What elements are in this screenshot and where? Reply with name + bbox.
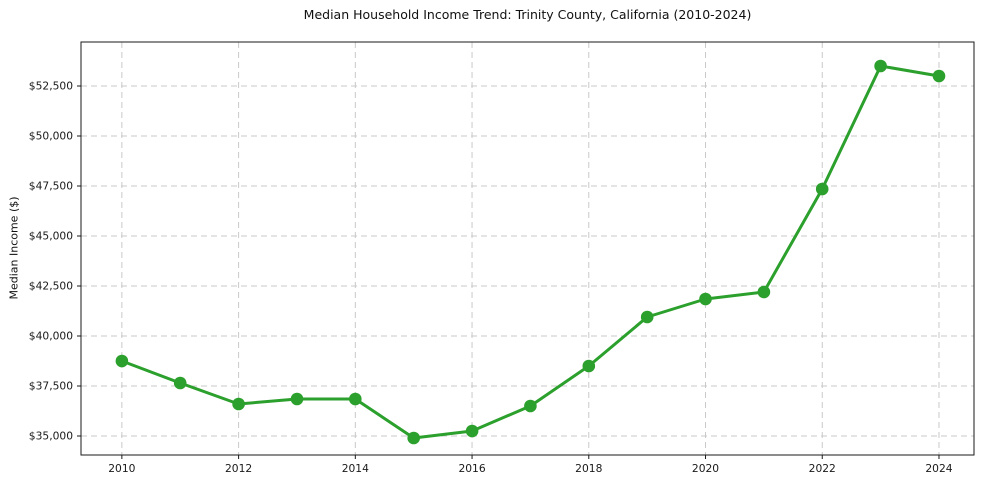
data-point-marker [173, 376, 187, 390]
x-tick-label: 2014 [342, 462, 369, 475]
x-tick-label: 2024 [925, 462, 952, 475]
x-tick-label: 2022 [809, 462, 836, 475]
x-tick-label: 2016 [458, 462, 485, 475]
data-point-marker [465, 424, 479, 438]
data-point-marker [232, 397, 245, 411]
data-point-marker [932, 69, 946, 83]
y-tick-label: $40,000 [29, 330, 73, 343]
data-point-marker [815, 182, 829, 196]
data-point-marker [407, 431, 421, 445]
data-point-marker [524, 399, 537, 413]
y-tick-label: $37,500 [29, 380, 73, 393]
y-tick-label: $45,000 [29, 230, 73, 243]
data-point-marker [290, 392, 304, 406]
x-tick-label: 2018 [575, 462, 602, 475]
data-point-marker [757, 285, 771, 299]
y-tick-label: $50,000 [29, 130, 73, 143]
data-point-marker [874, 59, 887, 73]
data-point-marker [699, 292, 712, 306]
data-point-marker [349, 392, 362, 406]
plot-border [80, 41, 975, 456]
x-tick-label: 2020 [692, 462, 719, 475]
y-tick-label: $35,000 [29, 430, 73, 443]
y-tick-label: $42,500 [29, 280, 73, 293]
trend-line [120, 64, 941, 440]
x-tick-label: 2012 [225, 462, 252, 475]
data-point-marker [115, 354, 129, 368]
chart-title: Median Household Income Trend: Trinity C… [303, 7, 752, 22]
y-tick-label: $52,500 [29, 80, 73, 93]
data-point-marker [582, 359, 596, 373]
y-tick-label: $47,500 [29, 180, 73, 193]
x-tick-label: 2010 [108, 462, 135, 475]
data-point-marker [640, 310, 654, 324]
